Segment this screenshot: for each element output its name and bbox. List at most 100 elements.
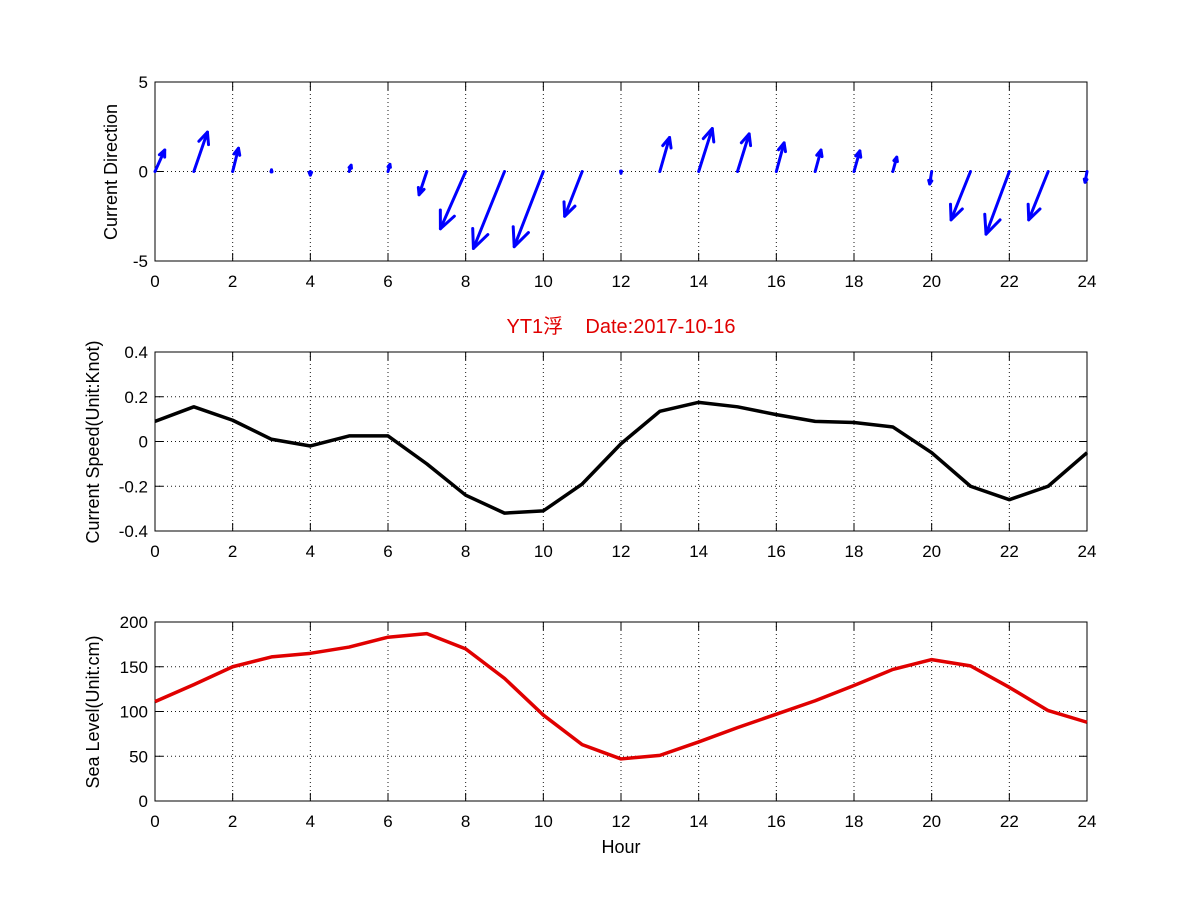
sea-level-x-tick-label: 2 bbox=[228, 812, 237, 831]
sea-level-series-line bbox=[154, 631, 1088, 761]
speed-panel: 0 2 4 6 8 10 12 14 16 18 20 22 24-0.4-0.200.20.4 Cur… bbox=[83, 340, 1096, 561]
current-vector-arrow bbox=[386, 162, 392, 173]
current-vector-head bbox=[701, 127, 716, 144]
current-vector-head bbox=[983, 212, 1002, 236]
speed-x-tick-label: 0 bbox=[150, 542, 159, 561]
sea-level-x-tick-label: 12 bbox=[612, 812, 631, 831]
direction-vectors bbox=[153, 127, 1089, 250]
sea-level-x-tick-label: 24 bbox=[1078, 812, 1097, 831]
speed-x-tick-label: 2 bbox=[228, 542, 237, 561]
sea-level-series bbox=[154, 631, 1088, 761]
sea-level-x-tick-label: 6 bbox=[383, 812, 392, 831]
speed-x-tick-label: 12 bbox=[612, 542, 631, 561]
speed-x-tick-label: 22 bbox=[1000, 542, 1019, 561]
speed-x-tick-label: 4 bbox=[306, 542, 315, 561]
current-vector-arrow bbox=[192, 130, 211, 173]
current-vector-arrow bbox=[416, 170, 429, 197]
direction-panel: 0 2 4 6 8 10 12 14 16 18 20 22 24-505 Current Direct… bbox=[101, 73, 1096, 291]
speed-series-line bbox=[154, 400, 1089, 515]
current-vector-arrow bbox=[438, 170, 468, 231]
current-vector-shaft bbox=[438, 170, 468, 231]
current-vector-head bbox=[347, 163, 353, 170]
current-vector-head bbox=[1026, 202, 1042, 222]
current-vector-arrow bbox=[697, 127, 716, 173]
current-vector-arrow bbox=[231, 146, 242, 173]
current-vector-shaft bbox=[153, 148, 167, 173]
speed-y-tick-label: -0.2 bbox=[119, 477, 148, 496]
speed-series bbox=[154, 400, 1089, 515]
sea-level-y-tick-label: 0 bbox=[139, 792, 148, 811]
current-vector-head bbox=[269, 169, 274, 174]
direction-x-tick-label: 10 bbox=[534, 272, 553, 291]
current-vector-arrow bbox=[1026, 170, 1050, 222]
current-vector-shaft bbox=[563, 170, 584, 218]
current-vector-head bbox=[739, 132, 753, 148]
speed-x-tick-label: 6 bbox=[383, 542, 392, 561]
speed-x-tick-label: 18 bbox=[845, 542, 864, 561]
current-vector-arrow bbox=[927, 170, 934, 186]
current-vector-arrow bbox=[1082, 170, 1089, 184]
current-vector-shaft bbox=[949, 170, 972, 222]
current-vector-shaft bbox=[192, 130, 209, 173]
current-vector-shaft bbox=[658, 135, 672, 173]
current-vector-shaft bbox=[813, 148, 823, 173]
speed-y-tick-label: -0.4 bbox=[119, 522, 148, 541]
direction-ticks: 0 2 4 6 8 10 12 14 16 18 20 22 24-505 bbox=[133, 73, 1097, 291]
direction-x-tick-label: 24 bbox=[1078, 272, 1097, 291]
current-vector-head bbox=[854, 149, 863, 159]
sea-level-x-tick-label: 20 bbox=[922, 812, 941, 831]
current-vector-shaft bbox=[984, 170, 1011, 236]
sea-level-x-tick-label: 4 bbox=[306, 812, 315, 831]
direction-x-tick-label: 0 bbox=[150, 272, 159, 291]
current-vector-shaft bbox=[231, 146, 240, 173]
direction-x-tick-label: 16 bbox=[767, 272, 786, 291]
sea-level-x-tick-label: 18 bbox=[845, 812, 864, 831]
current-vector-shaft bbox=[736, 132, 751, 173]
sea-level-x-tick-label: 14 bbox=[689, 812, 708, 831]
sea-level-y-tick-label: 50 bbox=[129, 747, 148, 766]
current-vector-shaft bbox=[697, 127, 714, 173]
current-vector-shaft bbox=[1027, 170, 1050, 222]
current-vector-head bbox=[661, 135, 673, 150]
current-vector-arrow bbox=[619, 169, 623, 175]
current-vector-arrow bbox=[307, 170, 314, 177]
current-vector-arrow bbox=[948, 170, 972, 222]
direction-x-tick-label: 20 bbox=[922, 272, 941, 291]
speed-x-tick-label: 8 bbox=[461, 542, 470, 561]
direction-x-tick-label: 14 bbox=[689, 272, 708, 291]
current-vector-head bbox=[511, 225, 530, 249]
current-vector-arrow bbox=[774, 141, 787, 173]
current-vector-head bbox=[562, 200, 577, 218]
current-vector-arrow bbox=[269, 168, 274, 174]
direction-y-tick-label: 5 bbox=[139, 73, 148, 92]
direction-y-axis-label: Current Direction bbox=[101, 104, 121, 240]
sea-level-x-tick-label: 16 bbox=[767, 812, 786, 831]
current-vector-shaft bbox=[417, 170, 429, 197]
current-vector-head bbox=[1082, 177, 1089, 184]
current-vector-arrow bbox=[153, 148, 167, 173]
current-vector-shaft bbox=[471, 170, 506, 250]
speed-ticks: 0 2 4 6 8 10 12 14 16 18 20 22 24-0.4-0.200.20.4 bbox=[119, 343, 1097, 561]
current-vector-arrow bbox=[347, 163, 353, 173]
current-vector-arrow bbox=[562, 170, 584, 218]
current-vector-head bbox=[471, 226, 490, 250]
current-vector-head bbox=[948, 202, 964, 222]
current-vector-head bbox=[157, 148, 167, 159]
speed-y-axis-label: Current Speed(Unit:Knot) bbox=[83, 340, 103, 543]
current-vector-arrow bbox=[891, 155, 899, 173]
speed-x-tick-label: 20 bbox=[922, 542, 941, 561]
current-vector-arrow bbox=[813, 148, 824, 173]
direction-x-tick-label: 4 bbox=[306, 272, 315, 291]
sea-level-grid bbox=[155, 622, 1087, 801]
current-vector-head bbox=[776, 141, 787, 154]
current-vector-arrow bbox=[658, 135, 673, 173]
current-vector-arrow bbox=[511, 170, 545, 249]
speed-x-tick-label: 14 bbox=[689, 542, 708, 561]
current-vector-head bbox=[386, 162, 392, 169]
current-vector-head bbox=[927, 178, 934, 186]
direction-x-tick-label: 18 bbox=[845, 272, 864, 291]
sea-level-y-tick-label: 100 bbox=[120, 703, 148, 722]
